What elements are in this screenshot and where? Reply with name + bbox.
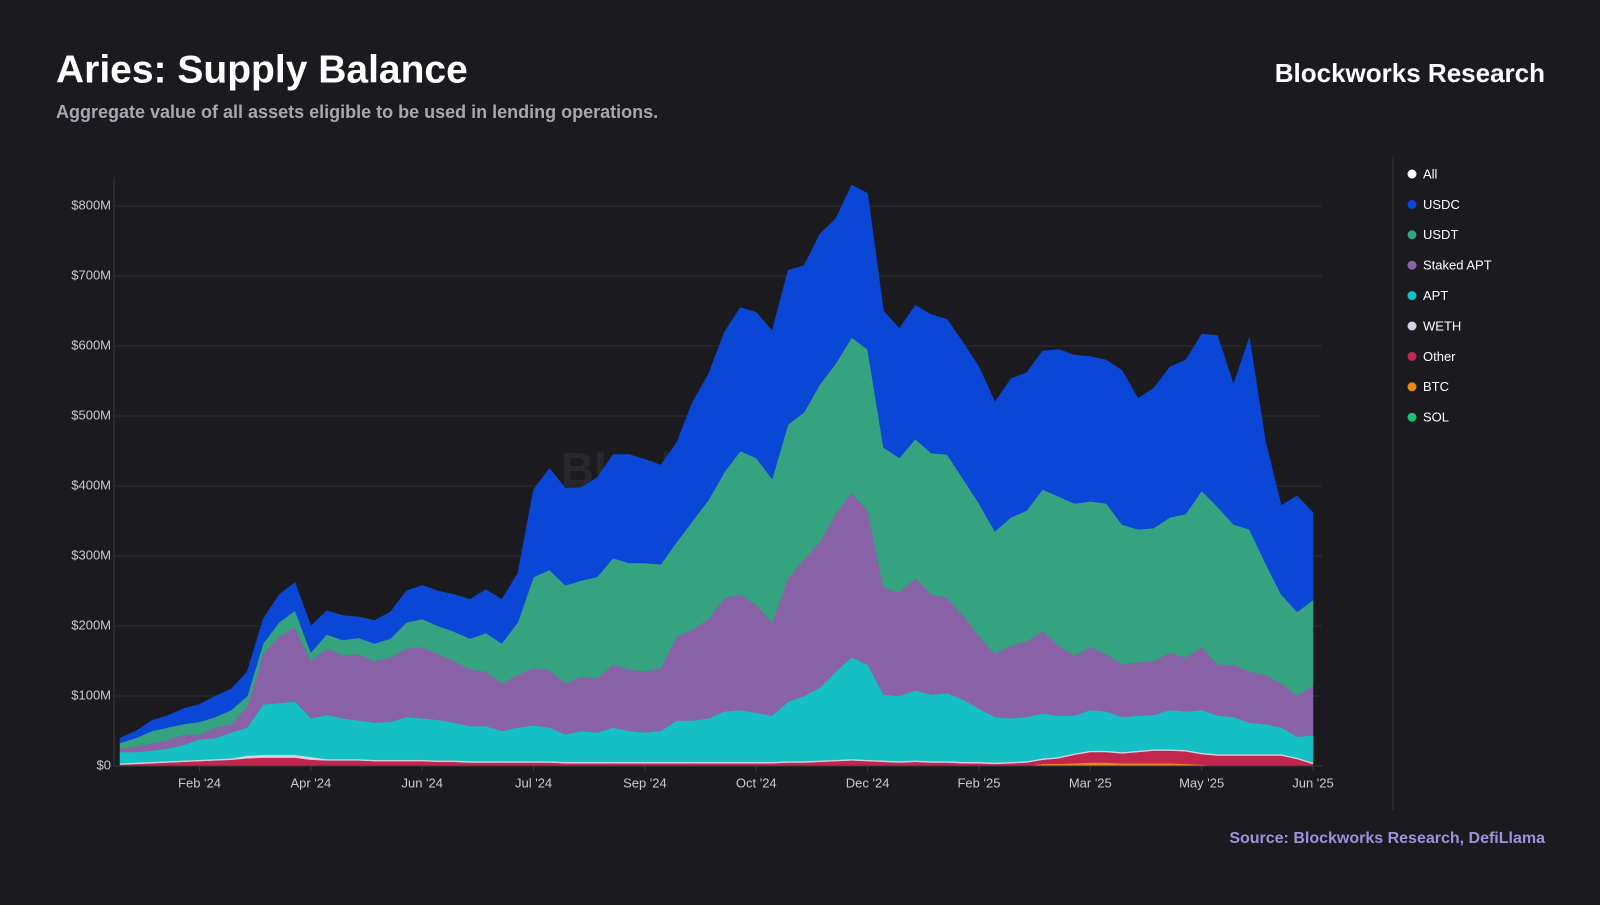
legend-label: SOL bbox=[1423, 410, 1449, 425]
x-tick-label: May '25 bbox=[1179, 775, 1224, 790]
x-tick-label: Jun '24 bbox=[401, 775, 443, 790]
legend-swatch bbox=[1407, 382, 1417, 392]
y-tick-label: $700M bbox=[71, 267, 111, 282]
legend-swatch bbox=[1407, 321, 1417, 331]
chart-subtitle: Aggregate value of all assets eligible t… bbox=[56, 102, 658, 122]
legend-label: USDT bbox=[1423, 227, 1458, 242]
legend-label: Other bbox=[1423, 349, 1456, 364]
x-tick-label: Jul '24 bbox=[515, 775, 552, 790]
x-tick-label: Jun '25 bbox=[1292, 775, 1334, 790]
x-tick-label: Oct '24 bbox=[736, 775, 777, 790]
x-tick-label: Feb '25 bbox=[957, 775, 1000, 790]
x-tick-label: Apr '24 bbox=[290, 775, 331, 790]
legend-swatch bbox=[1407, 260, 1417, 270]
x-tick-label: Mar '25 bbox=[1069, 775, 1112, 790]
legend-swatch bbox=[1407, 351, 1417, 361]
area bbox=[119, 184, 1314, 744]
legend-swatch bbox=[1407, 412, 1417, 422]
chart-title: Aries: Supply Balance bbox=[56, 48, 468, 91]
legend-label: USDC bbox=[1423, 197, 1460, 212]
y-tick-label: $800M bbox=[71, 197, 111, 212]
legend-swatch bbox=[1407, 199, 1417, 209]
y-tick-label: $200M bbox=[71, 617, 111, 632]
legend-label: All bbox=[1423, 166, 1438, 181]
y-tick-label: $0 bbox=[97, 757, 111, 772]
legend-label: BTC bbox=[1423, 379, 1449, 394]
x-tick-label: Feb '24 bbox=[178, 775, 221, 790]
y-tick-label: $500M bbox=[71, 407, 111, 422]
legend-swatch bbox=[1407, 169, 1417, 179]
brand: Blockworks Research bbox=[1275, 58, 1545, 88]
y-tick-label: $600M bbox=[71, 337, 111, 352]
legend-swatch bbox=[1407, 291, 1417, 301]
x-tick-label: Sep '24 bbox=[623, 775, 667, 790]
plot: $0 $100M $200M $300M $400M $500M $600M $700M $80… bbox=[71, 166, 1491, 790]
y-tick-label: $300M bbox=[71, 547, 111, 562]
source: Source: Blockworks Research, DefiLlama bbox=[1229, 830, 1545, 847]
x-tick-label: Dec '24 bbox=[846, 775, 890, 790]
y-tick-label: $100M bbox=[71, 687, 111, 702]
legend-label: APT bbox=[1423, 288, 1448, 303]
legend-swatch bbox=[1407, 230, 1417, 240]
legend-label: Staked APT bbox=[1423, 258, 1492, 273]
legend-label: WETH bbox=[1423, 318, 1461, 333]
y-tick-label: $400M bbox=[71, 477, 111, 492]
